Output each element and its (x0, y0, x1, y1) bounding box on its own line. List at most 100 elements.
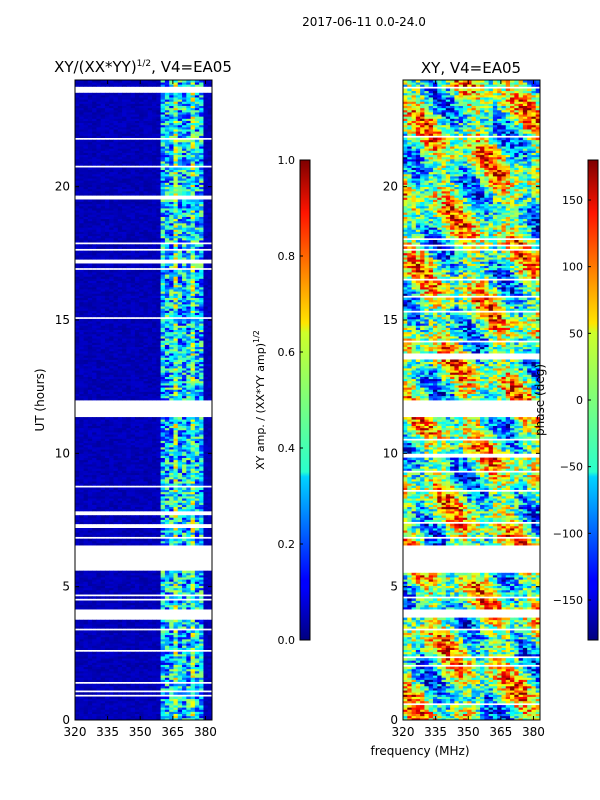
heatmap-cell (96, 459, 102, 463)
heatmap-cell (194, 673, 200, 676)
heatmap-cell (177, 323, 183, 326)
heatmap-cell (147, 429, 153, 433)
heatmap-cell (92, 496, 97, 499)
heatmap-cell (79, 365, 84, 369)
heatmap-cell (147, 696, 153, 700)
heatmap-cell (92, 370, 97, 373)
heatmap-cell (92, 308, 97, 311)
heatmap-cell (126, 436, 132, 439)
heatmap-cell (87, 333, 93, 337)
heatmap-cell (164, 346, 170, 350)
heatmap-cell (109, 647, 114, 650)
heatmap-cell (122, 382, 127, 386)
heatmap-cell (139, 331, 144, 335)
heatmap-cell (122, 696, 127, 700)
heatmap-cell (152, 329, 157, 333)
heatmap-cell (156, 393, 162, 397)
heatmap-cell (139, 638, 144, 642)
heatmap-cell (117, 521, 123, 525)
heatmap-cell (96, 711, 102, 714)
heatmap-cell (92, 446, 97, 450)
heatmap-cell (173, 432, 179, 435)
heatmap-cell (156, 675, 162, 678)
heatmap-cell (92, 587, 97, 591)
heatmap-cell (143, 700, 149, 704)
heatmap-cell (100, 380, 106, 384)
heatmap-cell (173, 715, 179, 719)
heatmap-cell (92, 378, 97, 382)
heatmap-cell (92, 436, 97, 439)
heatmap-cell (100, 338, 106, 341)
heatmap-cell (83, 532, 89, 535)
heatmap-cell (156, 323, 162, 326)
heatmap-cell (177, 664, 183, 668)
heatmap-cell (79, 308, 84, 311)
heatmap-cell (160, 700, 166, 704)
heatmap-cell (199, 449, 204, 452)
heatmap-cell (182, 570, 187, 574)
heatmap-cell (190, 589, 196, 593)
heatmap-cell (186, 656, 191, 659)
heatmap-cell (207, 306, 212, 309)
heatmap-cell (160, 325, 166, 328)
heatmap-cell (113, 596, 119, 599)
heatmap-cell (126, 331, 132, 335)
heatmap-cell (173, 670, 179, 674)
heatmap-cell (169, 668, 174, 672)
heatmap-cell (104, 361, 110, 365)
heatmap-cell (147, 434, 153, 437)
heatmap-cell (152, 314, 157, 318)
heatmap-cell (87, 683, 93, 687)
heatmap-cell (104, 372, 110, 375)
heatmap-cell (87, 636, 93, 640)
heatmap-cell (87, 500, 93, 503)
heatmap-cell (130, 348, 136, 352)
heatmap-cell (113, 423, 119, 426)
heatmap-cell (143, 434, 149, 437)
heatmap-cell (87, 540, 93, 544)
heatmap-cell (152, 382, 157, 386)
heatmap-cell (199, 675, 204, 678)
heatmap-cell (182, 436, 187, 439)
heatmap-cell (207, 342, 212, 345)
heatmap-cell (139, 442, 144, 446)
heatmap-cell (83, 656, 89, 659)
heatmap-cell (156, 357, 162, 360)
heatmap-cell (134, 666, 140, 670)
heatmap-cell (113, 432, 119, 435)
heatmap-cell (203, 350, 209, 354)
heatmap-cell (177, 585, 183, 589)
heatmap-cell (104, 581, 110, 584)
heatmap-cell (117, 481, 123, 484)
heatmap-cell (207, 425, 212, 429)
heatmap-cell (147, 385, 153, 388)
heatmap-cell (182, 528, 187, 531)
heatmap-cell (160, 395, 166, 399)
heatmap-cell (96, 577, 102, 580)
heatmap-cell (203, 382, 209, 386)
heatmap-cell (177, 579, 183, 582)
heatmap-cell (152, 581, 157, 584)
heatmap-cell (173, 692, 179, 695)
heatmap-cell (100, 532, 106, 535)
heatmap-cell (130, 325, 136, 328)
heatmap-cell (117, 506, 123, 510)
heatmap-cell (126, 698, 132, 702)
heatmap-cell (203, 705, 209, 708)
heatmap-cell (164, 647, 170, 650)
heatmap-cell (130, 466, 136, 469)
heatmap-cell (139, 395, 144, 399)
heatmap-cell (177, 423, 183, 426)
heatmap-cell (152, 378, 157, 382)
heatmap-cell (147, 436, 153, 439)
heatmap-cell (199, 427, 204, 431)
heatmap-cell (96, 440, 102, 444)
heatmap-cell (182, 333, 187, 337)
heatmap-cell (207, 538, 212, 542)
heatmap-cell (134, 570, 140, 574)
heatmap-cell (109, 579, 114, 582)
heatmap-cell (152, 534, 157, 537)
heatmap-cell (190, 355, 196, 358)
heatmap-cell (109, 457, 114, 461)
heatmap-cell (130, 660, 136, 663)
